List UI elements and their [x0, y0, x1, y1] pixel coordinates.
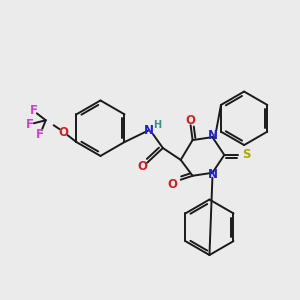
Text: O: O	[58, 126, 69, 139]
Text: O: O	[186, 114, 196, 127]
Text: O: O	[137, 160, 147, 173]
Text: O: O	[168, 178, 178, 191]
Text: N: N	[144, 124, 154, 137]
Text: S: S	[242, 148, 250, 161]
Text: N: N	[207, 129, 218, 142]
Text: F: F	[30, 104, 38, 117]
Text: H: H	[153, 120, 161, 130]
Text: F: F	[36, 128, 44, 141]
Text: F: F	[26, 118, 34, 131]
Text: N: N	[207, 168, 218, 181]
